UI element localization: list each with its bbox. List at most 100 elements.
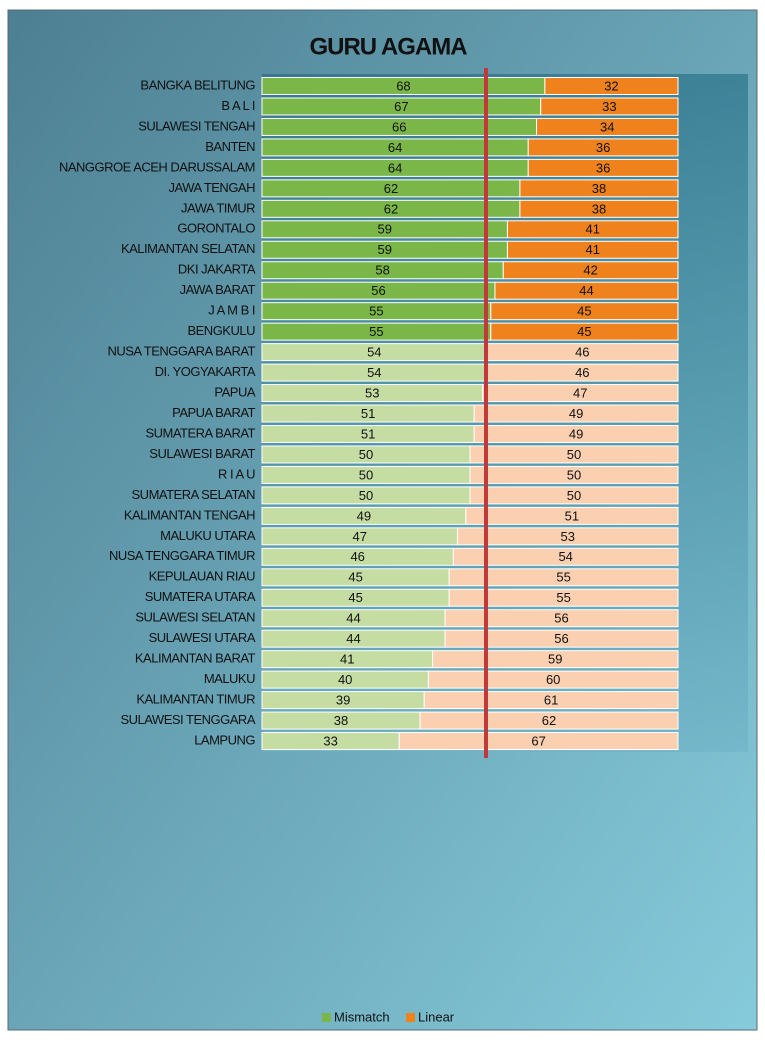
bar-segment [473,404,679,423]
data-label: 51 [565,508,579,523]
data-label: 54 [367,345,381,360]
y-tick-label: KALIMANTAN TIMUR [136,692,255,707]
data-label: 50 [567,467,581,482]
legend-label: Linear [418,1009,455,1024]
data-label: 44 [579,283,593,298]
legend-label: Mismatch [334,1009,390,1024]
data-label: 59 [377,242,391,257]
bar-segment [444,609,679,628]
y-tick-label: DI. YOGYAKARTA [155,364,256,379]
data-label: 49 [569,406,583,421]
data-label: 64 [388,140,402,155]
legend-swatch [322,1013,331,1022]
data-label: 55 [369,304,383,319]
legend-swatch [406,1013,415,1022]
data-label: 46 [575,365,589,380]
data-label: 53 [365,385,379,400]
data-label: 58 [375,263,389,278]
data-label: 50 [359,488,373,503]
data-label: 42 [583,263,597,278]
legend: Mismatch Linear [322,1009,455,1024]
data-label: 55 [556,590,570,605]
data-label: 67 [394,99,408,114]
data-label: 50 [567,488,581,503]
data-label: 45 [348,590,362,605]
y-tick-label: MALUKU UTARA [160,528,256,543]
bar-segment [469,445,679,464]
data-label: 64 [388,160,402,175]
y-tick-label: NANGGROE ACEH DARUSSALAM [59,159,255,174]
data-label: 62 [384,181,398,196]
bar-segment [481,384,679,403]
y-tick-label: BANGKA BELITUNG [140,77,255,92]
y-tick-label: R I A U [218,466,255,481]
data-label: 47 [573,385,587,400]
y-tick-label: KEPULAUAN RIAU [149,569,256,584]
data-label: 51 [361,426,375,441]
bar-segment [469,486,679,505]
data-label: 66 [392,119,406,134]
data-label: 51 [361,406,375,421]
bar-segment [448,568,679,587]
data-label: 41 [585,222,599,237]
data-label: 56 [554,631,568,646]
y-tick-label: JAWA TENGAH [169,180,256,195]
data-label: 44 [346,611,360,626]
y-tick-label: KALIMANTAN SELATAN [121,241,255,256]
y-tick-label: SUMATERA BARAT [145,425,255,440]
bar-segment [494,281,679,300]
data-label: 49 [357,508,371,523]
y-tick-label: SULAWESI TENGAH [138,118,255,133]
bar-segment [427,670,679,689]
data-label: 68 [396,78,410,93]
y-tick-label: JAWA TIMUR [181,200,255,215]
y-tick-label: NUSA TENGGARA BARAT [107,344,255,359]
y-tick-label: SULAWESI SELATAN [135,610,255,625]
data-label: 62 [542,713,556,728]
plot: BANGKA BELITUNG 68 32 B A L I 67 33 SULAWESI T… [59,77,679,751]
data-label: 45 [577,324,591,339]
data-label: 50 [567,447,581,462]
bar-segment [473,424,679,443]
data-label: 56 [371,283,385,298]
data-label: 60 [546,672,560,687]
y-tick-label: PAPUA BARAT [172,405,255,420]
data-label: 45 [348,570,362,585]
bar-segment [452,547,679,566]
y-tick-label: KALIMANTAN BARAT [135,651,256,666]
data-label: 36 [596,160,610,175]
data-label: 53 [561,529,575,544]
bar-segment [536,117,679,136]
bar-segment [469,465,679,484]
data-label: 47 [353,529,367,544]
bar-segment [502,261,679,280]
y-tick-label: JAWA BARAT [180,282,256,297]
data-label: 40 [338,672,352,687]
bar-segment [398,732,679,751]
bar-segment [519,199,679,218]
bar-segment [540,97,679,116]
bar-segment [506,220,679,239]
data-label: 55 [556,570,570,585]
data-label: 54 [558,549,572,564]
bar-segment [457,527,679,546]
y-tick-label: NUSA TENGGARA TIMUR [109,548,255,563]
data-label: 50 [359,447,373,462]
bar-segment [448,588,679,607]
data-label: 50 [359,467,373,482]
data-label: 67 [531,733,545,748]
y-tick-label: SUMATERA SELATAN [132,487,256,502]
data-label: 38 [592,181,606,196]
data-label: 61 [544,693,558,708]
data-label: 54 [367,365,381,380]
bar-segment [506,240,679,259]
bar-segment [527,138,679,157]
data-label: 33 [323,733,337,748]
data-label: 38 [592,201,606,216]
bar-segment [465,506,679,525]
bar-segment [490,302,679,321]
y-tick-label: BENGKULU [187,323,255,338]
data-label: 49 [569,426,583,441]
data-label: 32 [604,78,618,93]
